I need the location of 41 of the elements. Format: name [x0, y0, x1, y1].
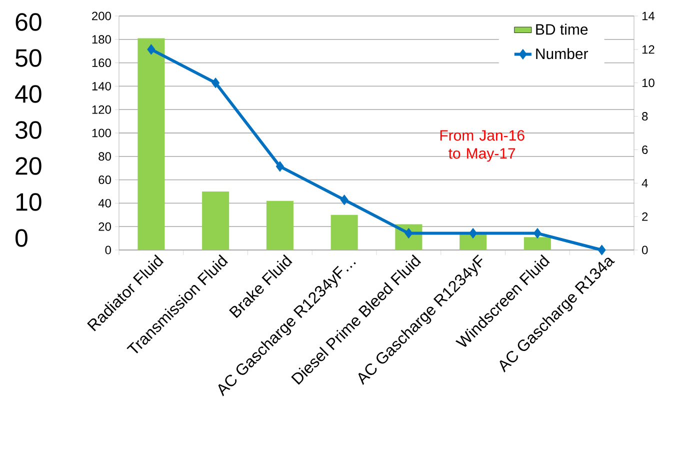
y-tick-label: 140: [92, 82, 112, 90]
legend-label: BD time: [536, 24, 588, 35]
bar: [330, 214, 358, 250]
y-tick-label: 120: [92, 105, 112, 114]
y3-tick-label: 30: [15, 121, 42, 139]
y3-tick-label: 40: [15, 85, 42, 103]
y3-tick-label: 10: [16, 193, 42, 211]
y2-tick-label: 0: [642, 246, 648, 254]
y-tick-label: 200: [92, 12, 112, 20]
y-tick-label: 60: [98, 176, 112, 184]
annotation: From Jan-16 to May-17: [440, 130, 524, 162]
y2-tick-label: 4: [642, 179, 648, 188]
y2-tick-label: 10: [642, 78, 654, 88]
y3-tick-label: 0: [16, 229, 28, 247]
y3-tick-label: 50: [16, 49, 42, 67]
bar: [524, 237, 551, 250]
point: [276, 161, 284, 172]
point: [340, 194, 348, 206]
bar: [202, 192, 230, 250]
point: [533, 228, 542, 239]
point: [212, 78, 220, 88]
point: [147, 44, 156, 55]
y2-tick-label: 8: [642, 112, 648, 121]
y-tick-label: 160: [92, 58, 112, 68]
y-tick-label: 0: [105, 246, 112, 254]
y-tick-label: 80: [98, 152, 112, 161]
y-tick-label: 100: [92, 128, 112, 138]
legend-label: Number: [536, 48, 588, 60]
bar: [266, 200, 294, 250]
y2-tick-label: 2: [642, 212, 648, 221]
y2-tick-label: 14: [642, 12, 655, 20]
bar: [138, 38, 165, 250]
y-tick-label: 20: [98, 222, 112, 231]
y2-tick-label: 6: [642, 145, 648, 154]
y2-tick-label: 12: [642, 45, 654, 54]
point: [598, 244, 606, 256]
y-tick-label: 40: [98, 198, 112, 208]
y3-tick-label: 60: [16, 13, 42, 31]
y3-tick-label: 20: [16, 157, 42, 175]
y-tick-label: 180: [92, 35, 112, 44]
point: [469, 228, 478, 239]
